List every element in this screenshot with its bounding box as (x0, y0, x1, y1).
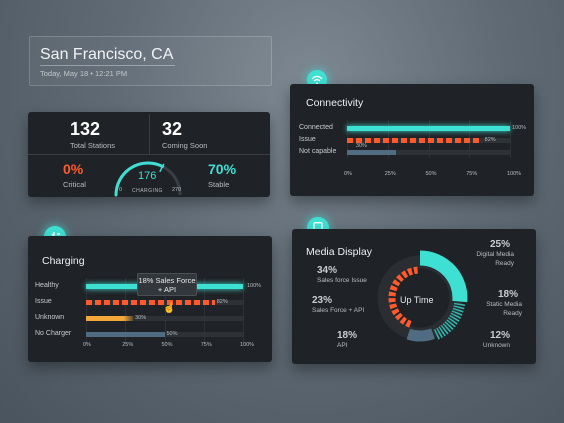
bar-value-label: 82% (216, 299, 228, 305)
location-city: San Francisco, CA (40, 46, 174, 63)
bar-value-label: 100% (247, 283, 262, 289)
critical-label: Critical (63, 180, 86, 189)
location-divider (40, 65, 175, 66)
static-media-pct: 18% (497, 289, 518, 300)
gauge-value: 176 (138, 170, 157, 182)
grid-line (203, 278, 205, 344)
connectivity-panel: Connectivity Connected 100% Issue 82% Not ca… (290, 84, 534, 196)
api-label: API (337, 342, 348, 349)
coming-soon-value: 32 (162, 119, 183, 139)
bar-fill (347, 126, 510, 131)
bar-row-label: Not capable (299, 148, 337, 155)
donut-center-label: Up Time (400, 295, 434, 305)
stable-label: Stable (208, 180, 230, 189)
bar-row-label: Connected (299, 124, 333, 131)
donut-segment-digital-media (419, 250, 468, 303)
donut-segment-sales-force (388, 266, 419, 328)
axis-tick-label: 100% (240, 342, 255, 348)
horizontal-divider (28, 154, 270, 155)
digital-media-label-1: Digital Media (476, 251, 514, 258)
unknown-pct: 12% (489, 330, 510, 341)
location-card[interactable]: San Francisco, CA ⌄ Today, May 18 • 12:2… (29, 36, 272, 86)
bar-track (86, 332, 243, 337)
bar-value-label: 82% (484, 137, 496, 143)
charging-chart: Healthy 100% Issue 82% Unknown 30% No Charger 5… (28, 236, 272, 362)
coming-soon-label: Coming Soon (162, 141, 208, 150)
sales-force-issue-label: Sales force Issue (317, 277, 367, 284)
axis-tick-label: 0% (344, 171, 352, 177)
axis-tick-label: 25% (122, 342, 134, 348)
stations-panel: 132 Total Stations 32 Coming Soon 0% Cri… (28, 112, 270, 197)
gauge-max: 270 (172, 187, 182, 193)
connectivity-title: Connectivity (306, 97, 364, 109)
gauge-needle (159, 163, 165, 173)
grid-line (243, 278, 244, 344)
tooltip-text: 18% Sales Force + API (138, 276, 196, 294)
chevron-down-icon[interactable]: ⌄ (166, 48, 175, 59)
critical-value: 0% (63, 161, 84, 177)
total-stations-label: Total Stations (70, 141, 116, 150)
media-display-panel: Media Display Up Time 34% Sales force Is… (292, 229, 536, 364)
bar-track (347, 150, 510, 155)
bar-track (86, 316, 243, 321)
charging-gauge (114, 161, 182, 197)
bar-value-label: 100% (512, 125, 527, 131)
gauge-fill-arc (114, 161, 164, 197)
location-datetime: Today, May 18 • 12:21 PM (40, 69, 128, 78)
sales-force-issue-pct: 34% (317, 265, 338, 276)
charging-title: Charging (42, 255, 85, 267)
stable-value: 70% (208, 161, 237, 177)
up-time-donut (377, 250, 468, 342)
donut-segment-static-media (432, 302, 466, 341)
digital-media-pct: 25% (489, 239, 510, 250)
static-media-label-2: Ready (503, 310, 522, 317)
donut-segment-unknown (406, 328, 435, 342)
axis-tick-label: 50% (425, 171, 437, 177)
charging-tooltip: 18% Sales Force + API (137, 273, 197, 296)
bar-row-label: Healthy (35, 282, 59, 289)
charging-panel: Charging Healthy 100% Issue 82% Unknown 30% No… (28, 236, 272, 362)
grid-line (164, 278, 166, 344)
media-title: Media Display (306, 246, 372, 258)
total-stations-value: 132 (70, 119, 101, 139)
api-pct: 18% (337, 330, 358, 341)
sales-force-api-pct: 23% (312, 295, 333, 306)
bar-fill (86, 332, 165, 337)
unknown-label: Unknown (482, 342, 510, 349)
connectivity-chart: Connected 100% Issue 82% Not capable 30% 0% 25%… (290, 84, 534, 196)
axis-tick-label: 50% (161, 342, 173, 348)
bar-value-label: 30% (355, 143, 367, 149)
axis-tick-label: 75% (200, 342, 212, 348)
bar-row-label: Issue (299, 136, 316, 143)
bar-fill (347, 150, 396, 155)
bar-row-label: No Charger (35, 330, 72, 337)
grid-line (86, 278, 87, 344)
bar-fill (347, 138, 481, 143)
bar-fill (86, 300, 215, 305)
gauge-min: 0 (119, 187, 123, 193)
bar-value-label: 30% (135, 315, 147, 321)
axis-tick-label: 75% (466, 171, 478, 177)
sales-force-api-label: Sales Force + API (312, 307, 365, 314)
vertical-divider (149, 114, 150, 154)
cursor-hand-icon: ☝ (163, 303, 176, 314)
static-media-label-1: Static Media (486, 301, 522, 308)
bar-row-label: Issue (35, 298, 52, 305)
digital-media-label-2: Ready (495, 260, 514, 267)
axis-tick-label: 100% (507, 171, 522, 177)
bar-value-label: 50% (166, 331, 178, 337)
axis-tick-label: 0% (83, 342, 91, 348)
grid-line (510, 120, 511, 158)
gauge-label: CHARGING (132, 188, 163, 194)
grid-line (125, 278, 127, 344)
bar-row-label: Unknown (35, 314, 65, 321)
axis-tick-label: 25% (384, 171, 396, 177)
bar-fill (86, 316, 134, 321)
